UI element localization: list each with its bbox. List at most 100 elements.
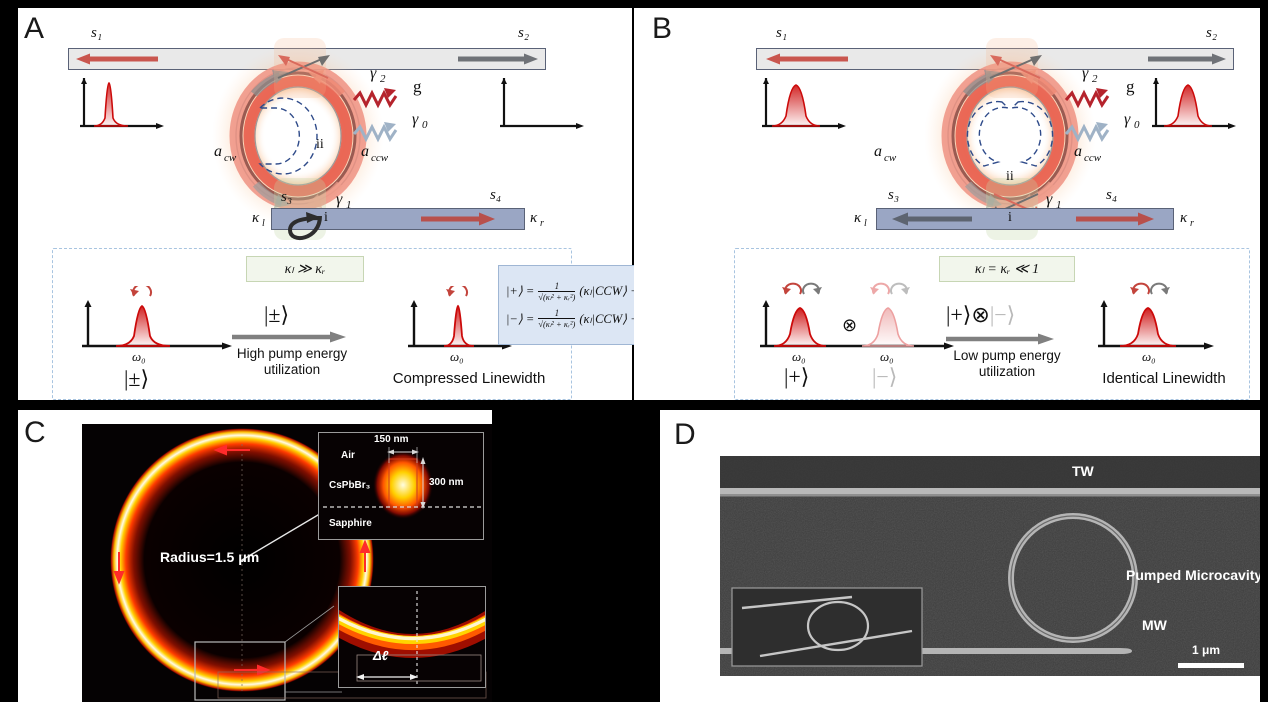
panel-a-kappal-loop	[287, 212, 322, 240]
panel-a-label-mode-i: i	[324, 210, 328, 225]
panel-a-label-accw: a	[361, 143, 369, 160]
panel-b-bottom-waveguide	[876, 208, 1174, 230]
panel-b-result-right-omega: ω₀	[1142, 349, 1156, 364]
panel-b-label-s3: s₃	[888, 187, 900, 203]
panel-a: A s₁ s₂	[18, 8, 632, 400]
panel-b-label-s1: s₁	[776, 25, 788, 41]
panel-d-letter: D	[674, 418, 696, 451]
panel-c: C	[18, 410, 492, 702]
panel-a-label-kappar-sub: r	[540, 218, 544, 229]
panel-c-inset-material-text: CsPbBr₃	[329, 480, 371, 491]
panel-a-result-left-state: |±⟩	[124, 366, 150, 391]
panel-a-label-kappar: κ	[530, 210, 538, 226]
panel-b-label-kappal: κ	[854, 210, 862, 226]
panel-b-label-gamma0-sub: 0	[1134, 119, 1140, 131]
panel-b-label-kappar: κ	[1180, 210, 1188, 226]
panel-a-spectrum-s2	[500, 78, 584, 129]
panel-b-label-gamma1: γ	[1046, 191, 1053, 208]
panel-b-transition-caption-line1: Low pump energy	[953, 348, 1061, 363]
panel-a-label-s4: s₄	[490, 187, 502, 203]
panel-a-transition-arrow	[232, 331, 346, 343]
panel-c-cross-section-field	[319, 433, 483, 539]
panel-a-label-gamma1: γ	[336, 191, 343, 208]
panel-b-label-gamma1-sub: 1	[1056, 199, 1062, 211]
panel-a-condition-box: κₗ ≫ κᵣ	[246, 256, 364, 282]
panel-c-mode-simulation: Radius=1.5 μm	[82, 424, 492, 702]
panel-a-label-mode-ii: ii	[316, 137, 324, 152]
panel-a-label-kappal-sub: l	[262, 218, 265, 229]
panel-d: D	[660, 410, 1260, 702]
panel-b-microring	[924, 44, 1096, 228]
panel-c-inset-label-width: 150 nm	[374, 434, 409, 445]
panel-d-sem-content	[720, 456, 1260, 676]
equation-minus-lhs: |−⟩ =	[506, 311, 535, 326]
panel-a-label-gamma2: γ	[370, 65, 377, 82]
panel-b-result-inner-state: |−⟩	[872, 364, 898, 389]
panel-d-sem-image: TW Pumped Microcavity MW 1 μm	[720, 456, 1260, 676]
panel-b-letter: B	[652, 12, 673, 45]
equation-minus-denominator: √(κₗ² + κᵣ²)	[538, 318, 576, 329]
panel-b-condition-box: κₗ = κᵣ ≪ 1	[939, 256, 1075, 282]
panel-c-inset-cross-section: 150 nm 300 nm Air CsPbBr₃ Sapphire	[318, 432, 484, 540]
panel-b-label-kappar-sub: r	[1190, 218, 1194, 229]
panel-b-result-left-state: |+⟩	[784, 364, 810, 389]
panel-a-letter: A	[24, 12, 45, 45]
panel-a-result-right-caption: Compressed Linewidth	[392, 370, 546, 387]
equation-plus-denominator: √(κₗ² + κᵣ²)	[538, 290, 576, 302]
panel-a-gain-loss	[352, 88, 398, 143]
panel-c-inset-label-material: CsPbBr₃	[329, 481, 370, 491]
panel-b-label-s2: s₂	[1206, 25, 1218, 41]
panel-a-spectrum-s1	[80, 78, 164, 129]
panel-c-inset-label-air: Air	[341, 450, 355, 461]
panel-b-top-waveguide-arrows	[766, 53, 1226, 65]
panel-a-label-s3: s₃	[281, 189, 293, 205]
panel-c-inset-arc-zoom: Δℓ	[338, 586, 486, 688]
panel-b-bottom-waveguide-arrows	[892, 212, 1154, 226]
panel-b-result-box	[734, 248, 1250, 400]
panel-b-transition-state-faded: |−⟩	[989, 302, 1016, 327]
equation-minus-numerator: 1	[554, 308, 560, 318]
panel-a-label-gamma0-sub: 0	[422, 119, 428, 131]
panel-b-transition-caption: Low pump energy utilization	[922, 348, 1092, 380]
panel-b-label-accw: a	[1074, 143, 1082, 160]
panel-a-label-g: g	[413, 77, 422, 96]
panel-b-label-mode-ii: ii	[1006, 169, 1014, 184]
panel-b-coupling-cross-top	[989, 55, 1042, 79]
panel-c-arc-zoom-field	[339, 587, 485, 687]
panel-b-label-accw-sub: ccw	[1084, 152, 1102, 164]
panel-c-letter: C	[24, 416, 46, 449]
panel-b-condition-text: κₗ = κᵣ ≪ 1	[974, 261, 1040, 277]
panel-a-label-acw-sub: cw	[224, 152, 237, 164]
panel-b-transition-caption-line2: utilization	[978, 363, 1036, 379]
panel-c-inset-label-height: 300 nm	[429, 477, 464, 488]
panel-b-label-gamma2-sub: 2	[1092, 73, 1098, 85]
panel-a-result-right-omega: ω₀	[450, 349, 464, 364]
panel-a-transition-caption-line2: utilization	[263, 361, 321, 377]
panel-a-result-left-omega: ω₀	[132, 349, 146, 364]
panel-b-label-mode-i: i	[1008, 210, 1012, 225]
panel-b-label-gamma2: γ	[1082, 65, 1089, 82]
panel-b-result-left-omega: ω₀	[792, 349, 806, 364]
panel-b-result-right-caption: Identical Linewidth	[1102, 370, 1226, 387]
panel-c-inset-label-substrate: Sapphire	[329, 518, 372, 529]
panel-b-result-right-spectrum	[1098, 282, 1214, 350]
panel-b-spectrum-s2	[1152, 78, 1236, 129]
panel-a-label-gamma0: γ	[412, 111, 419, 128]
panel-a-transition-caption-line1: High pump energy	[236, 346, 348, 361]
equation-plus-lhs: |+⟩ =	[506, 284, 535, 299]
panel-d-scalebar-label: 1 μm	[1192, 643, 1221, 657]
panel-b-label-acw: a	[874, 143, 882, 160]
panel-a-transition-caption: High pump energy utilization	[208, 346, 376, 378]
panel-a-result-right-spectrum	[408, 286, 512, 350]
panel-a-label-gamma1-sub: 1	[346, 199, 352, 211]
panel-a-condition-text: κₗ ≫ κᵣ	[284, 261, 326, 277]
panel-c-radius-label: Radius=1.5 μm	[160, 549, 260, 565]
panel-b: B s₁ s₂	[634, 8, 1260, 400]
panel-a-bottom-waveguide-arrow	[421, 212, 495, 226]
panel-b-label-s4: s₄	[1106, 187, 1118, 203]
panel-b-transition-arrow	[946, 333, 1054, 345]
panel-a-bottom-waveguide	[271, 208, 525, 230]
panel-b-spectrum-s1	[762, 78, 846, 129]
panel-c-inset-label-delta-l: Δℓ	[373, 648, 389, 663]
panel-b-transition-state: |+⟩⊗|−⟩	[946, 304, 1015, 326]
